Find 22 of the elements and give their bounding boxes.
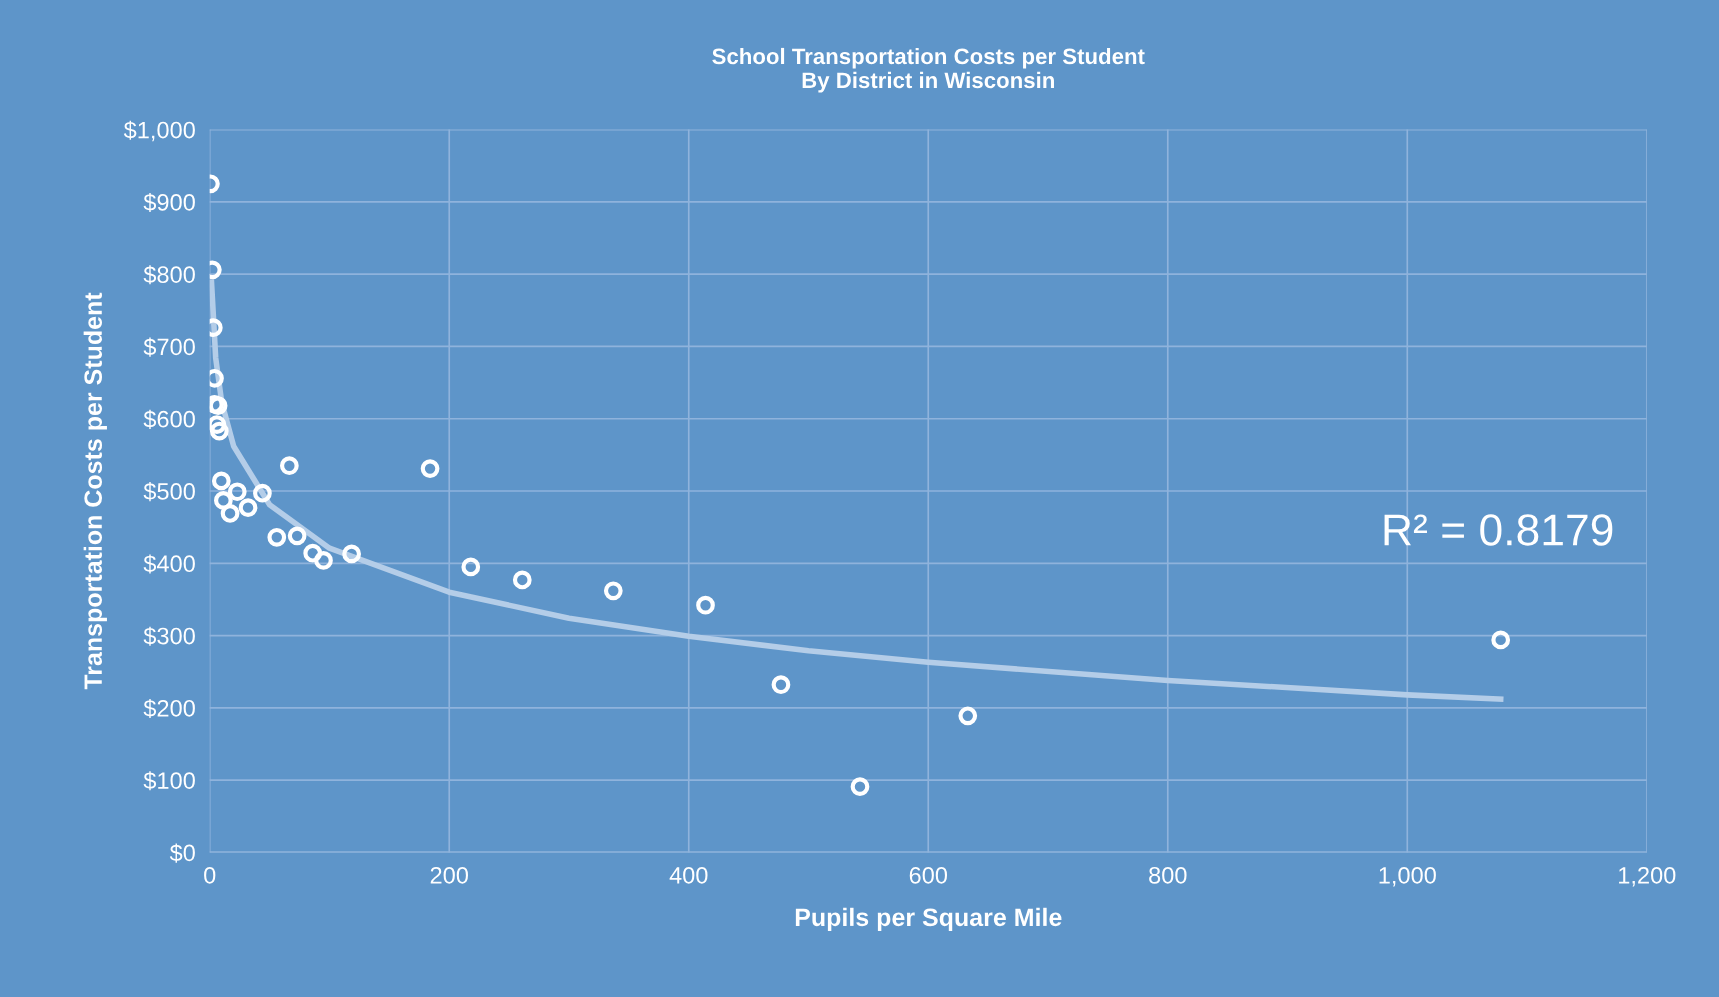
x-tick-label: 1,200 xyxy=(1619,866,1676,887)
y-tick-label: $200 xyxy=(143,698,195,719)
x-axis-title: Pupils per Square Mile xyxy=(795,907,1062,932)
x-tick-label: 0 xyxy=(204,866,216,884)
annotation: R² = 0.8179 xyxy=(1384,514,1613,546)
x-tick-label: 600 xyxy=(909,866,948,884)
y-tick-label: $400 xyxy=(143,554,195,574)
y-tick-label: $0 xyxy=(169,843,195,863)
y-tick-label: $1,000 xyxy=(123,120,195,142)
y-tick-label: $300 xyxy=(143,626,195,646)
x-tick-label: 400 xyxy=(669,866,708,884)
y-tick-label: $500 xyxy=(143,482,195,502)
x-tick-label: 200 xyxy=(430,866,469,884)
x-tick-label: 800 xyxy=(1149,866,1187,884)
y-tick-label: $100 xyxy=(143,771,195,791)
y-tick-label: $700 xyxy=(143,337,195,357)
chart-title: School Transportation Costs per Student By District in Wisconsin xyxy=(712,47,1145,93)
y-tick-label: $600 xyxy=(143,409,195,429)
y-axis-title: Transportation Costs per Student xyxy=(83,292,107,690)
x-tick-label: 1,000 xyxy=(1379,866,1436,887)
y-tick-label: $900 xyxy=(143,192,195,213)
y-tick-label: $800 xyxy=(143,265,195,285)
